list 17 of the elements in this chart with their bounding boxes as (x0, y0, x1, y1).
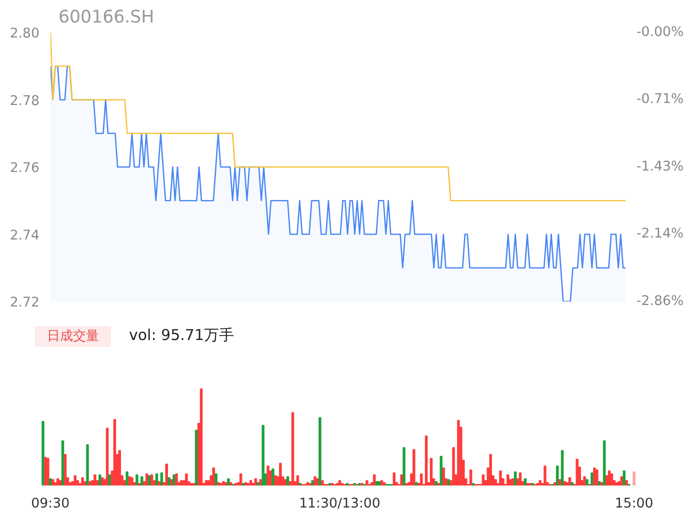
y2-tick-label: -0.71% (636, 92, 684, 107)
x-tick-label: 09:30 (31, 496, 70, 512)
y-tick-label: 2.78 (10, 94, 40, 109)
y-tick-label: 2.80 (10, 26, 40, 42)
y2-tick-label: -2.14% (636, 226, 684, 242)
y-tick-label: 2.74 (10, 228, 40, 244)
chart-title: 600166.SH (58, 8, 154, 28)
x-tick-label: 15:00 (614, 496, 654, 512)
x-tick-label: 11:30/13:00 (299, 496, 380, 512)
y-tick-label: 2.72 (10, 296, 40, 310)
y2-tick-label: -2.86% (636, 294, 684, 309)
y2-tick-label: -1.43% (636, 160, 684, 174)
line-series (50, 32, 626, 202)
text: 日成交量 (35, 326, 111, 347)
y-tick-label: 2.76 (10, 161, 40, 176)
y2-tick-label: -0.00% (636, 25, 684, 40)
text: vol: 95.71万手 (129, 326, 234, 344)
